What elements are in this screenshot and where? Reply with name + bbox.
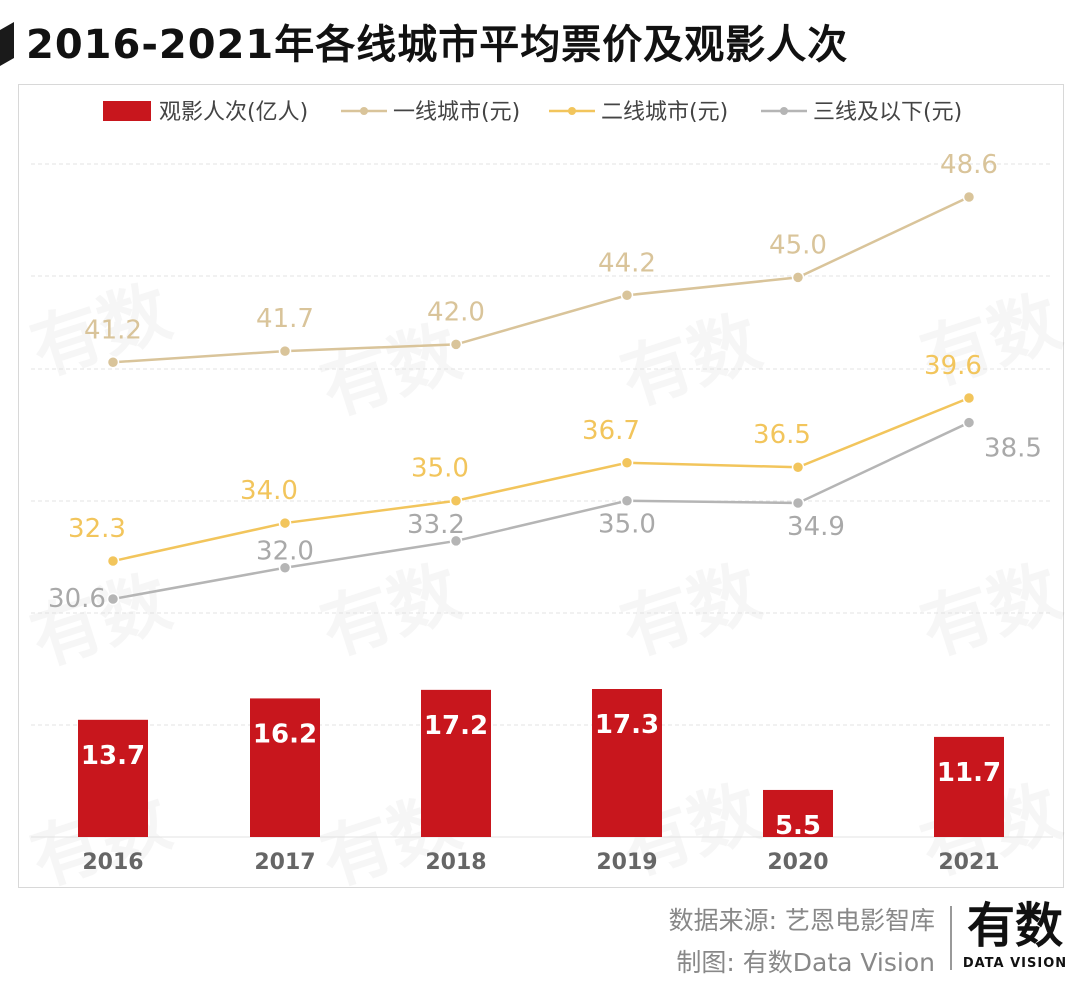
point-tier3 [620,494,634,507]
legend-marker-tier1 [360,107,368,115]
point-tier3 [449,534,463,548]
point-tier3 [962,416,976,429]
legend-swatch-visits [103,101,151,121]
x-tick-label: 2020 [767,850,828,875]
line-tier3 [112,421,970,601]
point-tier3 [791,496,805,510]
data-label-tier2: 39.6 [924,351,982,381]
bar-value-label: 13.7 [81,741,145,771]
bar-value-label: 17.3 [595,710,659,740]
point-tier2 [791,460,805,474]
data-label-tier3: 35.0 [598,510,656,540]
bar-value-label: 11.7 [937,758,1001,788]
data-label-tier3: 32.0 [256,537,314,567]
made-by-text: 制图: 有数Data Vision [676,948,935,977]
point-tier2 [278,516,292,530]
data-label-tier3: 33.2 [407,510,465,540]
point-tier1 [106,356,120,369]
logo-divider [950,906,952,970]
line-tier1 [112,195,970,364]
source-text: 数据来源: 艺恩电影智库 [668,906,935,935]
point-tier2 [449,494,463,507]
data-label-tier1: 44.2 [598,248,656,278]
data-label-tier3: 38.5 [984,434,1042,464]
data-label-tier1: 45.0 [769,230,827,260]
footer-text: 数据来源: 艺恩电影智库 制图: 有数Data Vision [669,900,935,984]
data-label-tier2: 35.0 [411,454,469,484]
point-tier2 [106,554,120,568]
legend-marker-tier3 [780,107,788,115]
bar [78,719,148,837]
x-tick-label: 2018 [425,850,486,875]
point-tier1 [962,190,976,204]
legend-label-tier1: 一线城市(元) [393,100,520,125]
bar [763,789,833,837]
data-label-tier1: 48.6 [940,150,998,180]
x-tick-label: 2017 [254,850,315,875]
logo-main-text: 有数 [966,898,1063,954]
chart-svg: 观影人次(亿人) 一线城市(元) 二线城市(元) 三线及以下(元) 13.7 16.2 17… [31,100,1053,875]
chart-title: 2016-2021年各线城市平均票价及观影人次 [26,22,849,68]
data-label-tier2: 36.5 [753,420,811,450]
x-tick-label: 2021 [938,850,999,875]
bar-value-label: 17.2 [424,711,488,741]
data-label-tier1: 42.0 [427,297,485,327]
x-tick-label: 2016 [82,850,143,875]
legend-marker-tier2 [568,107,576,115]
bar-value-label: 5.5 [775,811,821,841]
data-label-tier3: 34.9 [787,512,845,542]
logo: 有数 DATA VISION [962,896,1068,971]
data-label-tier1: 41.7 [256,304,314,334]
logo-sub-text: DATA VISION [962,956,1068,971]
point-tier2 [962,391,976,405]
data-label-tier3: 30.6 [48,584,106,614]
data-label-tier2: 32.3 [68,514,126,544]
bar [592,689,662,837]
bar [250,698,320,837]
data-label-tier2: 36.7 [582,416,640,446]
point-tier1 [449,338,463,351]
x-tick-label: 2019 [596,850,657,875]
legend-label-tier3: 三线及以下(元) [813,100,962,125]
data-label-tier2: 34.0 [240,476,298,506]
point-tier3 [106,592,120,606]
point-tier1 [278,344,292,358]
point-tier1 [791,271,805,284]
point-tier2 [620,456,634,470]
chart-panel: 有数 有数 有数 有数 有数 有数 有数 有数 有数 有数 有数 有数 观影人次… [18,84,1064,888]
line-tier2 [112,396,970,563]
legend-label-visits: 观影人次(亿人) [159,100,308,125]
bar [934,736,1004,837]
point-tier3 [278,561,292,574]
bar [421,689,491,837]
data-label-tier1: 41.2 [84,315,142,345]
point-tier1 [620,289,634,302]
title-marker-icon [0,22,14,66]
bar-value-label: 16.2 [253,719,317,749]
legend-label-tier2: 二线城市(元) [601,100,728,125]
